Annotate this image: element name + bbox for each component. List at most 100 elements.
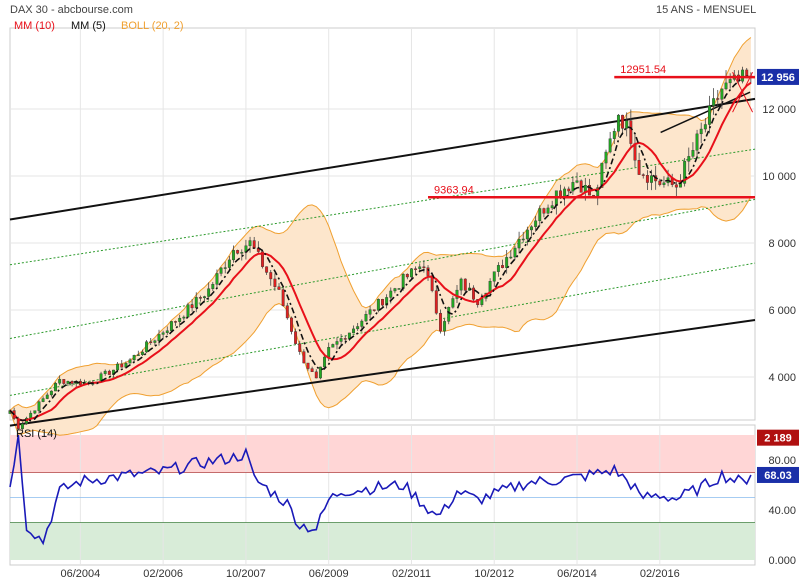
candle-body	[637, 160, 641, 175]
legend-ma5: MM (5)	[71, 20, 106, 32]
candle-body	[720, 88, 724, 100]
resistance-level-label: 12951.54	[620, 64, 666, 76]
candle-body	[662, 182, 666, 185]
candle-body	[236, 250, 240, 254]
candle-body	[724, 82, 728, 90]
candle-body	[145, 341, 149, 353]
candle-body	[364, 314, 368, 322]
low-price-box	[757, 429, 799, 446]
candle-body	[401, 273, 405, 289]
candle-body	[182, 316, 186, 319]
candle-body	[521, 238, 525, 241]
candle-body	[174, 321, 177, 323]
candle-body	[658, 180, 662, 185]
candle-body	[674, 184, 678, 188]
candle-body	[381, 299, 384, 306]
candle-body	[33, 410, 37, 414]
candle-body	[513, 247, 517, 258]
candle-body	[248, 240, 252, 247]
candle-body	[302, 351, 306, 364]
candle-body	[616, 114, 620, 132]
candle-body	[269, 272, 273, 280]
candle-body	[62, 379, 66, 384]
candle-body	[136, 354, 140, 356]
candle-body	[335, 341, 339, 345]
candle-body	[459, 278, 463, 291]
x-tick-label: 02/2016	[640, 568, 680, 580]
candle-body	[149, 341, 153, 343]
rsi-overbought-zone	[10, 435, 755, 473]
rsi-y-tick-label: 40.00	[768, 505, 796, 517]
candle-body	[745, 69, 749, 77]
candle-body	[650, 175, 653, 183]
x-tick-label: 06/2014	[557, 568, 597, 580]
candle-body	[699, 128, 703, 135]
candle-body	[169, 321, 173, 331]
y-tick-label: 12 000	[762, 104, 796, 116]
candle-body	[314, 371, 318, 379]
candle-body	[505, 257, 509, 268]
candle-body	[49, 390, 53, 396]
candle-body	[273, 278, 277, 287]
bollinger-lower-band	[9, 196, 752, 436]
candle-body	[343, 338, 347, 340]
candle-body	[352, 328, 355, 334]
candle-body	[393, 288, 397, 292]
candle-body	[687, 156, 691, 162]
candle-body	[728, 79, 732, 84]
candle-body	[190, 304, 194, 309]
candle-body	[612, 131, 616, 139]
ma10-line	[9, 81, 752, 422]
candle-body	[157, 334, 161, 341]
candle-body	[538, 208, 542, 222]
candle-body	[443, 321, 447, 332]
candle-body	[695, 133, 699, 151]
rsi-title: RSI (14)	[16, 428, 57, 440]
short-trend-line	[660, 91, 751, 134]
candle-body	[716, 98, 720, 100]
last-price-label: 12 956	[761, 72, 795, 84]
candle-body	[712, 98, 716, 106]
candle-body	[472, 287, 475, 300]
candle-body	[546, 207, 550, 214]
candle-body	[645, 175, 649, 183]
rsi-oversold-zone	[10, 522, 755, 560]
candle-body	[265, 266, 269, 273]
y-tick-label: 10 000	[762, 171, 796, 183]
candle-body	[405, 273, 409, 278]
candle-body	[741, 69, 745, 82]
candle-body	[128, 359, 132, 364]
rsi-last-value-box	[757, 466, 799, 483]
candle-body	[223, 267, 227, 269]
candle-body	[318, 366, 322, 379]
candle-body	[261, 251, 264, 267]
candle-body	[691, 150, 695, 157]
candle-body	[517, 238, 521, 249]
candle-body	[414, 268, 418, 270]
last-price-box	[757, 68, 799, 85]
candle-body	[708, 105, 711, 125]
candle-body	[426, 267, 430, 276]
y-tick-label: 4 000	[768, 372, 796, 384]
candle-body	[563, 188, 567, 197]
candle-body	[550, 205, 554, 209]
candle-body	[571, 182, 575, 192]
candle-body	[455, 289, 459, 299]
candle-body	[492, 271, 496, 282]
candle-body	[389, 290, 393, 298]
candle-body	[509, 256, 513, 259]
candle-body	[198, 297, 202, 299]
candle-body	[165, 330, 169, 333]
candle-body	[285, 305, 289, 319]
candle-body	[447, 307, 451, 322]
candle-body	[281, 289, 285, 306]
candle-body	[575, 180, 579, 183]
candle-body	[376, 299, 380, 311]
legend-ma10: MM (10)	[14, 20, 55, 32]
candle-body	[153, 340, 157, 343]
candle-body	[496, 265, 500, 272]
candle-body	[439, 312, 442, 332]
candle-body	[161, 332, 165, 335]
candle-body	[252, 240, 256, 249]
candle-body	[232, 250, 235, 261]
